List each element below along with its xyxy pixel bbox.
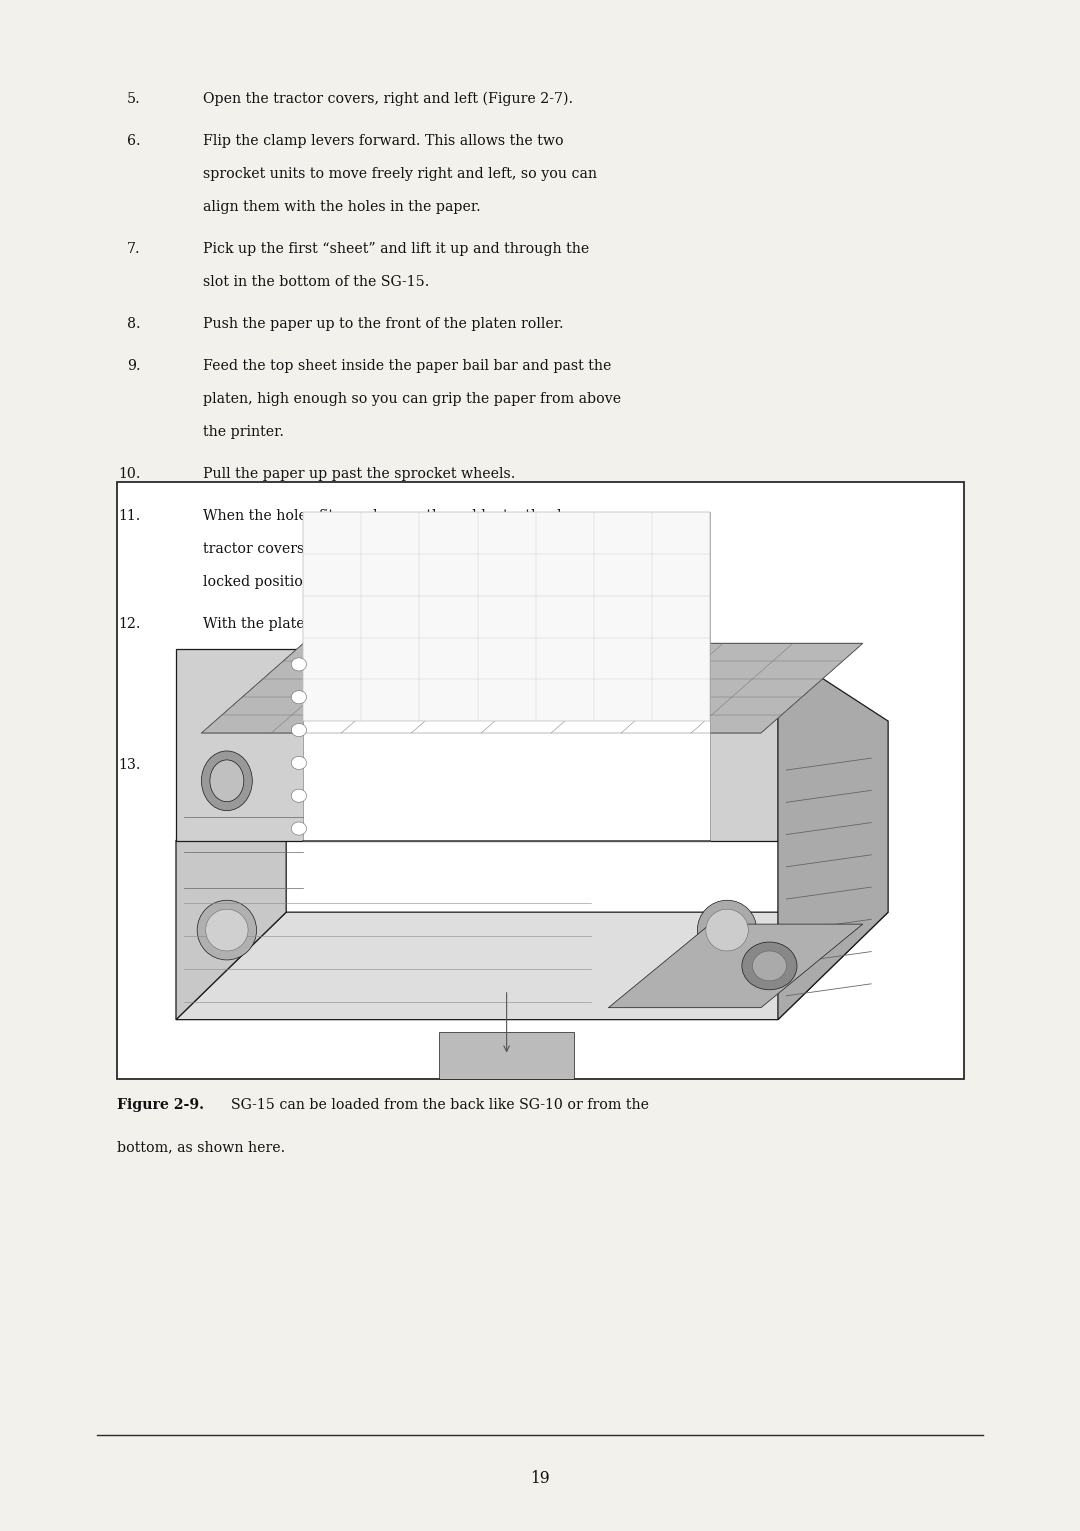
Text: 19: 19	[530, 1470, 550, 1487]
Text: 6.: 6.	[126, 135, 140, 149]
Text: 9.: 9.	[126, 360, 140, 374]
Text: Open the tractor covers, right and left (Figure 2-7).: Open the tractor covers, right and left …	[203, 92, 573, 106]
Ellipse shape	[292, 756, 307, 770]
Ellipse shape	[205, 909, 248, 951]
Ellipse shape	[198, 900, 257, 960]
Text: 5.: 5.	[126, 92, 140, 106]
Text: Pick up the first “sheet” and lift it up and through the: Pick up the first “sheet” and lift it up…	[203, 242, 590, 256]
Ellipse shape	[292, 724, 307, 736]
Text: Push the paper up to the front of the platen roller.: Push the paper up to the front of the pl…	[203, 317, 564, 331]
FancyBboxPatch shape	[117, 482, 964, 1079]
Text: the top of the ribbon guide.: the top of the ribbon guide.	[203, 717, 401, 730]
Text: is achieved by lining up the horizontal perforation with: is achieved by lining up the horizontal …	[203, 683, 599, 697]
Ellipse shape	[292, 658, 307, 671]
Ellipse shape	[292, 690, 307, 704]
Text: locked positions.: locked positions.	[203, 576, 324, 589]
Text: bottom, as shown here.: bottom, as shown here.	[117, 1141, 285, 1154]
Text: 13.: 13.	[118, 758, 140, 772]
Text: sprocket units to move freely right and left, so you can: sprocket units to move freely right and …	[203, 167, 597, 181]
Text: turn on the power switch. Speedy printing!: turn on the power switch. Speedy printin…	[203, 790, 514, 805]
Text: Figure 2-9.: Figure 2-9.	[117, 1098, 204, 1112]
Text: 10.: 10.	[118, 467, 140, 481]
Ellipse shape	[698, 900, 757, 960]
Text: With the platen knob, roll the paper up or down until: With the platen knob, roll the paper up …	[203, 617, 584, 631]
Polygon shape	[778, 649, 888, 1020]
Ellipse shape	[753, 951, 786, 981]
Polygon shape	[176, 649, 778, 841]
Text: 12.: 12.	[118, 617, 140, 631]
Text: 11.: 11.	[118, 508, 140, 524]
Text: When the holes fit snugly over the nubby teeth, close: When the holes fit snugly over the nubby…	[203, 508, 586, 524]
Text: tractor covers and snap the clamp levers back into the: tractor covers and snap the clamp levers…	[203, 542, 596, 556]
Text: Now we’re ready to roll – replace the printer cover, and: Now we’re ready to roll – replace the pr…	[203, 758, 604, 772]
Ellipse shape	[742, 942, 797, 991]
Ellipse shape	[706, 909, 748, 951]
Text: Feed the top sheet inside the paper bail bar and past the: Feed the top sheet inside the paper bail…	[203, 360, 611, 374]
Ellipse shape	[210, 759, 244, 802]
Polygon shape	[176, 912, 888, 1020]
Polygon shape	[201, 643, 863, 733]
Polygon shape	[303, 511, 711, 721]
Polygon shape	[438, 1032, 575, 1079]
Ellipse shape	[292, 822, 307, 834]
Ellipse shape	[202, 752, 253, 811]
Ellipse shape	[292, 788, 307, 802]
Text: align them with the holes in the paper.: align them with the holes in the paper.	[203, 201, 481, 214]
Polygon shape	[176, 733, 286, 1020]
Text: slot in the bottom of the SG-15.: slot in the bottom of the SG-15.	[203, 276, 430, 289]
Text: 8.: 8.	[126, 317, 140, 331]
Polygon shape	[608, 925, 863, 1007]
Text: platen, high enough so you can grip the paper from above: platen, high enough so you can grip the …	[203, 392, 621, 406]
Text: Pull the paper up past the sprocket wheels.: Pull the paper up past the sprocket whee…	[203, 467, 515, 481]
Text: Flip the clamp levers forward. This allows the two: Flip the clamp levers forward. This allo…	[203, 135, 564, 149]
Text: SG-15 can be loaded from the back like SG-10 or from the: SG-15 can be loaded from the back like S…	[222, 1098, 649, 1112]
Polygon shape	[303, 511, 711, 841]
Text: 7.: 7.	[126, 242, 140, 256]
Text: the printer.: the printer.	[203, 426, 284, 439]
Text: the correct “start-print” position is reached. This position: the correct “start-print” position is re…	[203, 649, 618, 664]
